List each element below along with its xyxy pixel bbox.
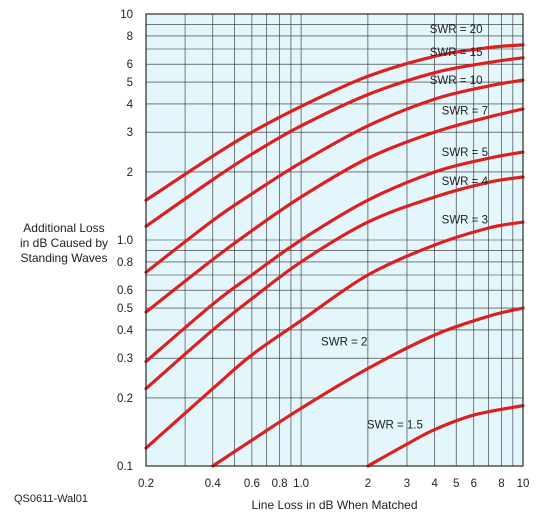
- y-tick-label: 0.8: [117, 257, 133, 269]
- y-axis-label-line-3: Standing Waves: [20, 251, 108, 265]
- x-tick-label: 10: [517, 478, 530, 490]
- y-tick-label: 5: [127, 77, 133, 89]
- y-axis-label-line-2: in dB Caused by: [19, 236, 109, 250]
- x-tick-label: 8: [498, 478, 504, 490]
- x-tick-label: 4: [431, 478, 438, 490]
- y-tick-label: 1.0: [117, 235, 133, 247]
- x-tick-label: 2: [365, 478, 371, 490]
- x-tick-label: 6: [471, 478, 477, 490]
- series-label-swr-5: SWR = 5: [442, 147, 488, 159]
- series-line-swr-1-5: [366, 404, 525, 468]
- x-tick-label: 0.6: [244, 478, 260, 490]
- plot-frame: [145, 13, 524, 467]
- x-axis-label: Line Loss in dB When Matched: [251, 498, 418, 512]
- series-label-swr-1-5: SWR = 1.5: [367, 419, 423, 431]
- y-tick-label: 0.6: [117, 285, 133, 297]
- y-tick-label: 8: [127, 31, 133, 43]
- x-tick-label: 3: [404, 478, 410, 490]
- series-line-swr-4: [144, 175, 525, 391]
- x-tick-label: 1.0: [293, 478, 309, 490]
- y-tick-label: 4: [127, 99, 134, 111]
- x-tick-label: 0.2: [138, 478, 154, 490]
- series-label-swr-15: SWR = 15: [430, 47, 483, 59]
- y-tick-label: 10: [120, 9, 133, 21]
- y-tick-label: 0.3: [117, 353, 133, 365]
- y-tick-label: 2: [127, 167, 133, 179]
- series-label-swr-20: SWR = 20: [430, 24, 483, 36]
- series-label-swr-3: SWR = 3: [442, 215, 488, 227]
- series-label-swr-2: SWR = 2: [321, 337, 367, 349]
- y-tick-label: 3: [127, 127, 133, 139]
- figure-credit: QS0611-Wal01: [14, 493, 88, 505]
- x-tick-label: 0.8: [272, 478, 288, 490]
- series-line-swr-5: [144, 150, 525, 364]
- x-tick-label: 5: [453, 478, 459, 490]
- series-line-swr-3: [144, 220, 525, 450]
- y-tick-label: 0.2: [117, 393, 133, 405]
- y-axis-label-line-1: Additional Loss: [23, 221, 105, 235]
- y-tick-label: 0.1: [117, 461, 133, 473]
- series-line-swr-10: [144, 78, 525, 274]
- x-tick-label: 0.4: [205, 478, 222, 490]
- y-tick-label: 6: [127, 59, 133, 71]
- series-line-swr-15: [144, 56, 525, 228]
- series-line-swr-7: [144, 107, 525, 314]
- series-label-swr-7: SWR = 7: [442, 105, 488, 117]
- y-tick-label: 0.4: [117, 325, 134, 337]
- series-line-swr-20: [144, 43, 525, 202]
- series-label-swr-4: SWR = 4: [442, 176, 489, 188]
- series-label-swr-10: SWR = 10: [430, 75, 483, 87]
- y-tick-label: 0.5: [117, 303, 133, 315]
- series-line-swr-2: [211, 306, 525, 468]
